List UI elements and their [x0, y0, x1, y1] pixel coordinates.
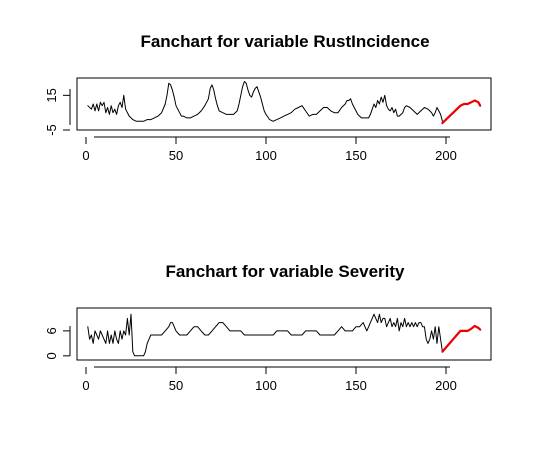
- y-tick-label: 0: [44, 352, 59, 359]
- x-tick-label: 0: [82, 148, 89, 163]
- y-tick-label: 15: [44, 88, 59, 102]
- chart-title: Fanchart for variable RustIncidence: [140, 32, 429, 51]
- observed-line: [87, 81, 443, 122]
- plot-frame: [76, 307, 492, 361]
- chart-title: Fanchart for variable Severity: [165, 262, 405, 281]
- plot-frame: [76, 77, 492, 131]
- x-tick-label: 100: [255, 148, 277, 163]
- x-tick-label: 50: [169, 148, 183, 163]
- x-tick-label: 200: [435, 148, 457, 163]
- axis-ticks: 0 50 100 150 200 0 6: [44, 327, 457, 393]
- forecast-line: [441, 324, 482, 353]
- axis-ticks: 0 50 100 150 200 -5 15: [44, 88, 457, 163]
- x-tick-label: 50: [169, 378, 183, 393]
- x-tick-label: 200: [435, 378, 457, 393]
- y-tick-label: -5: [44, 124, 59, 136]
- series-group: [87, 81, 482, 125]
- x-tick-label: 150: [345, 148, 367, 163]
- forecast-line: [441, 99, 482, 125]
- x-tick-label: 0: [82, 378, 89, 393]
- observed-line: [87, 313, 443, 357]
- y-tick-label: 6: [44, 327, 59, 334]
- series-group: [87, 313, 482, 357]
- chart-severity: Fanchart for variable Severity 0 50 100 150…: [44, 262, 492, 393]
- x-tick-label: 100: [255, 378, 277, 393]
- x-tick-label: 150: [345, 378, 367, 393]
- chart-rustincidence: Fanchart for variable RustIncidence 0 50 1…: [44, 32, 492, 163]
